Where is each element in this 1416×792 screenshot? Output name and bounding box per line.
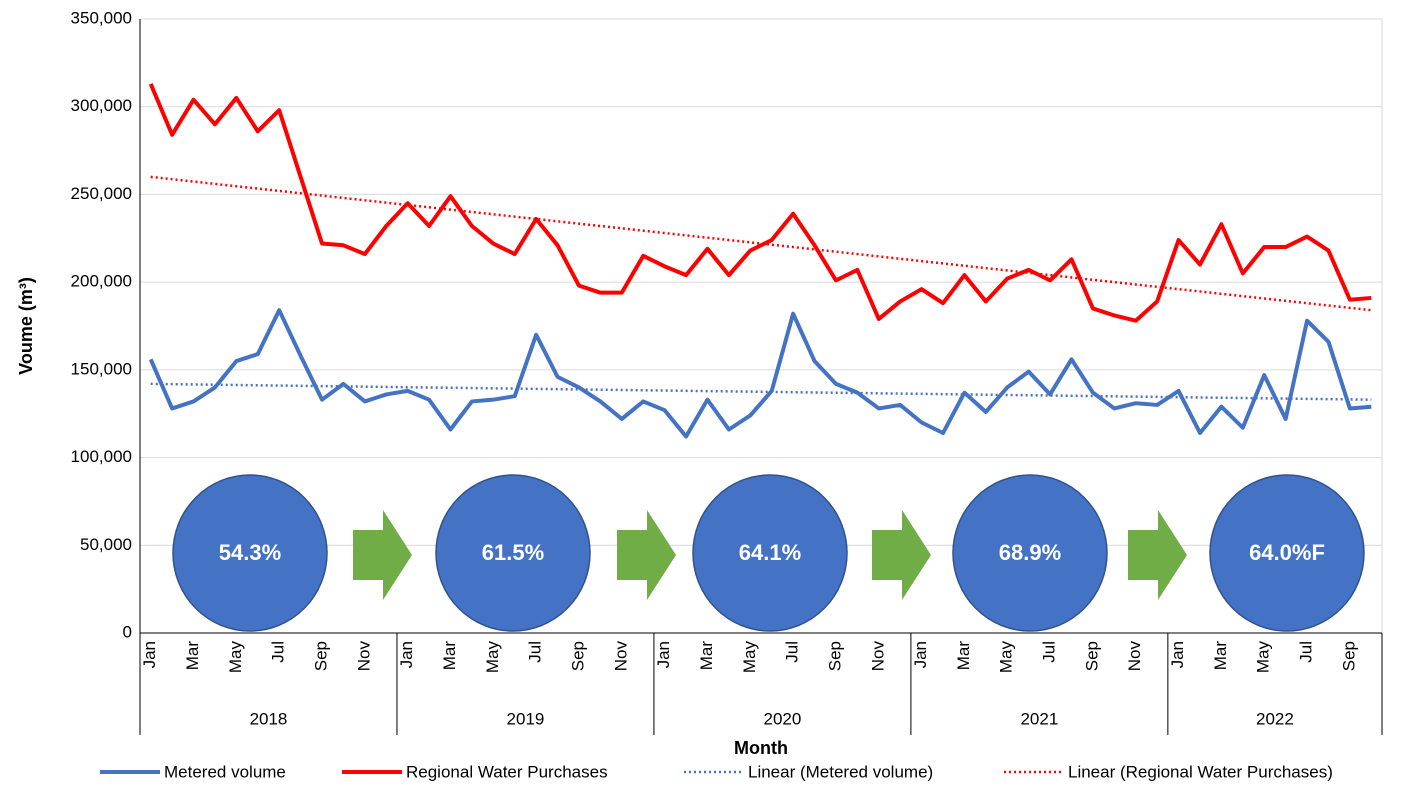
x-tick-label: Jan — [1168, 641, 1187, 668]
x-tick-label: Mar — [440, 641, 459, 671]
x-tick-label: Sep — [825, 641, 844, 671]
annotation: 68.9% — [999, 540, 1061, 565]
y-tick-label: 200,000 — [71, 272, 132, 291]
x-tick-label: May — [226, 641, 245, 674]
y-tick-label: 300,000 — [71, 96, 132, 115]
annotation: 61.5% — [482, 540, 544, 565]
x-tick-label: May — [483, 641, 502, 674]
annotation-circle — [435, 474, 591, 632]
x-tick-label: Mar — [183, 641, 202, 671]
x-tick-label: Sep — [1082, 641, 1101, 671]
group-label: 2020 — [763, 709, 801, 728]
x-tick-label: May — [997, 641, 1016, 674]
group-label: 2018 — [250, 709, 288, 728]
x-tick-label: Jul — [783, 641, 802, 663]
series-line — [148, 83, 1372, 323]
annotation-circle — [692, 474, 848, 632]
legend-label: Linear (Regional Water Purchases) — [1068, 762, 1333, 781]
x-tick-label: Jul — [1040, 641, 1059, 663]
group-label: 2019 — [507, 709, 545, 728]
legend-label: Linear (Metered volume) — [748, 762, 933, 781]
x-tick-label: Mar — [697, 641, 716, 671]
y-tick-label: 150,000 — [71, 359, 132, 378]
y-tick-label: 0 — [123, 622, 132, 641]
arrow — [617, 510, 676, 600]
x-tick-label: Jan — [397, 641, 416, 668]
x-tick-label: Nov — [1125, 641, 1144, 672]
arrow — [872, 510, 931, 600]
x-tick-label: Jan — [911, 641, 930, 668]
x-tick-label: Sep — [312, 641, 331, 671]
y-tick-label: 100,000 — [71, 447, 132, 466]
arrow — [1128, 510, 1187, 600]
x-tick-label: Jul — [526, 641, 545, 663]
x-tick-label: Nov — [868, 641, 887, 672]
y-tick-label: 250,000 — [71, 184, 132, 203]
arrow — [353, 510, 412, 600]
x-tick-label: Mar — [1211, 641, 1230, 671]
group-label: 2021 — [1020, 709, 1058, 728]
x-tick-label: Jul — [269, 641, 288, 663]
y-axis-label: Voume (m³) — [16, 277, 36, 375]
y-tick-label: 50,000 — [80, 535, 132, 554]
x-tick-label: May — [740, 641, 759, 674]
annotation: 54.3% — [219, 540, 281, 565]
x-tick-label: Mar — [954, 641, 973, 671]
x-axis-label: Month — [734, 738, 788, 758]
legend-label: Metered volume — [164, 762, 286, 781]
y-tick-label: 350,000 — [71, 8, 132, 27]
x-tick-label: Nov — [354, 641, 373, 672]
annotation-circle — [952, 474, 1108, 632]
annotation-circle — [1209, 474, 1365, 632]
x-tick-label: May — [1254, 641, 1273, 674]
x-tick-label: Sep — [568, 641, 587, 671]
legend-label: Regional Water Purchases — [406, 762, 608, 781]
x-tick-label: Jul — [1297, 641, 1316, 663]
x-tick-label: Nov — [611, 641, 630, 672]
x-tick-label: Jan — [654, 641, 673, 668]
annotation: 64.1% — [739, 540, 801, 565]
annotation-circle — [172, 474, 328, 632]
trendline — [150, 382, 1372, 401]
group-label: 2022 — [1256, 709, 1294, 728]
x-tick-label: Jan — [140, 641, 159, 668]
series-line — [148, 308, 1372, 439]
x-tick-label: Sep — [1339, 641, 1358, 671]
annotation: 64.0%F — [1249, 540, 1325, 565]
